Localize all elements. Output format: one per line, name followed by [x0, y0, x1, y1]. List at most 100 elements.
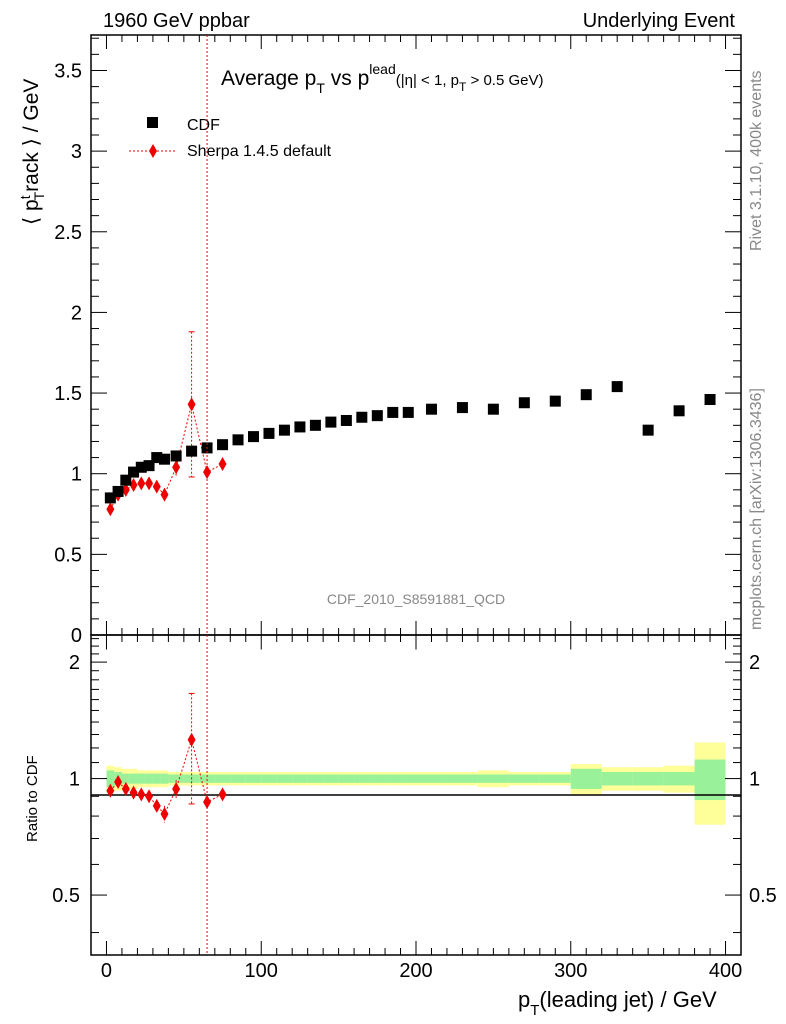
ratio-tick-label: 0.5 [52, 885, 80, 907]
ratio-tick-label-right: 0.5 [749, 885, 777, 907]
title-cut-end: > 0.5 GeV) [466, 72, 543, 89]
analysis-name: CDF_2010_S8591881_QCD [327, 591, 505, 607]
cdf-point [704, 394, 716, 406]
sherpa-point [121, 482, 130, 497]
cdf-point [487, 403, 499, 415]
sherpa-point [172, 460, 181, 475]
rivet-label: Rivet 3.1.10, 400k events [748, 70, 765, 251]
title-lead: lead [369, 61, 395, 77]
title-cut: (|η| < 1, p [396, 72, 459, 89]
sherpa-series-ratio [106, 692, 227, 823]
cdf-point [186, 445, 198, 457]
cdf-point [580, 389, 592, 401]
y-tick-label: 1.5 [54, 383, 82, 405]
axis-ticks: 0 100 200 300 400 0 0.5 1 1.5 2 2.5 3 3.5 0.5 0.5 1 1 2 2 [52, 35, 777, 982]
ratio-band-inner-bin [477, 774, 509, 783]
x-tick-label: 400 [709, 960, 742, 982]
xlabel-end: (leading jet) / GeV [539, 987, 717, 1012]
ylabel-end: rack ⟩ / GeV [20, 79, 43, 192]
ratio-band-inner-bin [214, 774, 231, 783]
sherpa-point [129, 478, 138, 492]
cdf-point [278, 424, 290, 436]
ratio-band-inner-bin [230, 774, 246, 783]
title-sub-t: T [316, 80, 325, 96]
ratio-tick-label-right: 1 [749, 769, 760, 791]
cdf-point [135, 461, 147, 473]
ratio-band-inner-bin [354, 774, 370, 783]
ratio-band-inner-bin [160, 773, 169, 784]
ratio-band-inner-bin [385, 774, 401, 783]
x-tick-label: 0 [101, 960, 112, 982]
cdf-point [159, 453, 171, 465]
cdf-point [518, 397, 530, 409]
sherpa-series-main [106, 331, 227, 517]
cdf-point [104, 492, 116, 504]
ratio-band-inner-bin [168, 774, 184, 783]
cdf-point [387, 406, 399, 418]
xlabel-sub: T [530, 1002, 539, 1019]
title-main: Average p [221, 67, 316, 90]
sherpa-point [106, 502, 115, 517]
sherpa-point [152, 479, 161, 494]
cdf-series-main [104, 381, 716, 504]
y-tick-label: 0.5 [54, 544, 82, 566]
cdf-point [325, 416, 337, 428]
ratio-band-inner-bin [121, 773, 130, 784]
cdf-point [294, 421, 306, 433]
sherpa-ratio-point [129, 785, 138, 800]
sherpa-point [187, 397, 196, 412]
sherpa-point [145, 476, 154, 491]
sherpa-ratio-point [106, 783, 115, 798]
x-axis-label: pT(leading jet) / GeV [518, 987, 717, 1019]
ratio-band-inner-bin [632, 771, 664, 786]
y-tick-label: 0 [71, 625, 82, 647]
y-tick-label: 1 [71, 464, 82, 486]
ylabel-T: T [31, 191, 47, 200]
ratio-band-inner [106, 759, 726, 801]
cdf-point [170, 450, 182, 462]
cdf-point [642, 424, 654, 436]
ratio-band-inner-bin [570, 768, 602, 789]
ratio-band-inner-bin [446, 774, 478, 783]
cdf-point [217, 439, 229, 451]
y-axis-label: ⟨ ptTrack ⟩ / GeV [17, 79, 47, 225]
header-right: Underlying Event [583, 10, 736, 32]
sherpa-ratio-point [145, 789, 154, 804]
sherpa-point [218, 457, 227, 472]
x-tick-label: 300 [554, 960, 587, 982]
cdf-point [151, 452, 163, 464]
ratio-band-inner-bin [323, 774, 339, 783]
ratio-band-inner-bin [338, 774, 355, 783]
cdf-point [673, 405, 685, 417]
ratio-band-inner-bin [129, 773, 138, 784]
title-vs: vs p [325, 67, 369, 90]
ratio-band-inner-bin [137, 773, 146, 784]
ratio-band-inner-bin [508, 774, 540, 783]
xlabel-p: p [518, 987, 530, 1012]
sherpa-ratio-point [114, 774, 123, 789]
ratio-band-inner-bin [307, 774, 324, 783]
ratio-band-inner-bin [663, 771, 695, 786]
header-left: 1960 GeV ppbar [103, 10, 250, 32]
sherpa-ratio-point [218, 787, 227, 802]
mcplots-label: mcplots.cern.ch [arXiv:1306.3436] [748, 388, 765, 630]
ratio-band-inner-bin [245, 774, 262, 783]
legend-cdf-label: CDF [187, 117, 220, 134]
legend: CDF Sherpa 1.4.5 default [129, 117, 332, 160]
x-tick-label: 100 [245, 960, 278, 982]
cdf-point [611, 381, 623, 393]
ratio-band-inner-bin [416, 774, 447, 783]
sherpa-ratio-point [172, 781, 181, 796]
sherpa-ratio-point [137, 787, 146, 802]
cdf-point [248, 431, 259, 443]
sherpa-point [160, 487, 169, 502]
sherpa-ratio-point [187, 732, 196, 747]
ylabel-start: ⟨ p [20, 199, 43, 225]
ratio-band-inner-bin [276, 774, 293, 783]
cdf-point [143, 460, 155, 472]
ratio-band-inner-bin [369, 774, 386, 783]
ratio-tick-label-right: 2 [749, 652, 760, 674]
legend-cdf-marker [147, 117, 158, 128]
y-tick-label: 2.5 [54, 222, 82, 244]
